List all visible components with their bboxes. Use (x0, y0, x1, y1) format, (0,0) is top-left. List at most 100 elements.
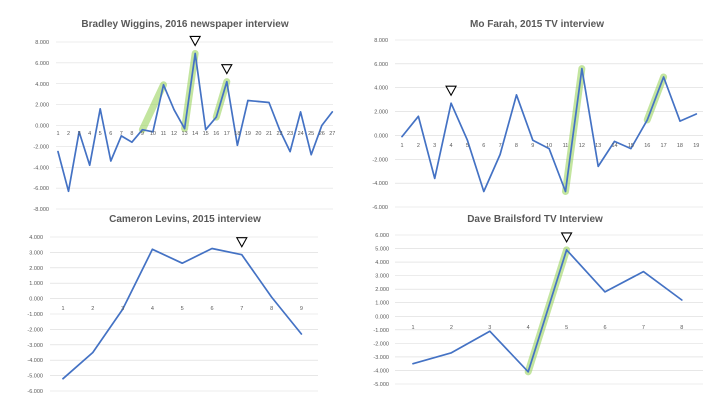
x-tick-label: 5 (181, 306, 184, 312)
data-point (194, 52, 196, 55)
data-point (321, 124, 323, 127)
x-tick-label: 26 (319, 131, 325, 137)
chart-title: Dave Brailsford TV Interview (467, 214, 603, 225)
x-tick-label: 8 (515, 143, 518, 149)
data-point (257, 100, 260, 103)
y-tick-label: -1.000 (27, 312, 43, 318)
data-point (141, 129, 143, 131)
x-tick-label: 15 (628, 143, 634, 149)
x-tick-label: 10 (150, 131, 156, 137)
x-tick-label: 2 (67, 131, 70, 137)
x-tick-label: 1 (61, 306, 64, 312)
x-tick-label: 7 (499, 143, 502, 149)
data-point (268, 101, 270, 104)
x-tick-label: 6 (603, 325, 606, 331)
peak-marker-icon (235, 237, 248, 248)
y-tick-label: 2.000 (374, 110, 388, 116)
x-tick-label: 9 (531, 143, 534, 149)
y-tick-label: 2.000 (29, 266, 43, 272)
data-point (489, 330, 491, 332)
y-tick-label: -2.000 (373, 341, 389, 347)
y-tick-label: -6.000 (27, 389, 43, 395)
data-point (646, 119, 648, 121)
data-point (241, 254, 243, 256)
x-tick-label: 19 (693, 143, 699, 149)
peak-marker-icon (445, 85, 457, 97)
x-tick-label: 15 (203, 131, 209, 137)
x-tick-label: 17 (224, 131, 230, 137)
x-tick-label: 11 (161, 131, 167, 137)
x-tick-label: 1 (56, 131, 59, 137)
x-tick-label: 13 (182, 131, 188, 137)
y-tick-label: -8.000 (33, 207, 49, 213)
data-point (564, 190, 567, 193)
y-tick-label: 6.000 (35, 61, 49, 67)
data-point (417, 115, 419, 117)
x-tick-label: 18 (234, 131, 240, 137)
data-point (131, 141, 133, 143)
x-tick-label: 7 (120, 131, 123, 137)
x-tick-label: 4 (450, 143, 453, 149)
y-tick-label: 0.000 (374, 133, 388, 139)
y-tick-label: 4.000 (29, 235, 43, 241)
x-tick-label: 12 (171, 131, 177, 137)
peak-marker-icon (189, 35, 202, 47)
x-tick-label: 4 (151, 306, 154, 312)
data-point (271, 296, 273, 298)
x-tick-label: 5 (466, 143, 469, 149)
data-point (532, 139, 534, 141)
data-point (450, 102, 452, 104)
y-tick-label: 8.000 (35, 40, 49, 46)
data-point (412, 363, 414, 365)
data-point (483, 190, 485, 193)
x-tick-label: 6 (210, 306, 213, 312)
y-tick-label: -5.000 (27, 374, 43, 380)
x-tick-label: 5 (565, 325, 568, 331)
data-point (581, 68, 583, 70)
data-point (515, 94, 518, 96)
data-point (278, 129, 281, 131)
data-point (300, 111, 302, 113)
y-tick-label: -6.000 (33, 186, 49, 192)
x-tick-label: 9 (300, 306, 303, 312)
x-tick-label: 19 (245, 131, 251, 137)
x-tick-label: 20 (255, 131, 261, 137)
y-tick-label: -2.000 (33, 144, 49, 150)
x-tick-label: 4 (527, 325, 530, 331)
x-tick-label: 14 (611, 143, 617, 149)
data-point (499, 153, 501, 156)
y-tick-label: -5.000 (373, 382, 389, 388)
x-tick-label: 1 (400, 143, 403, 149)
x-tick-label: 24 (298, 131, 304, 137)
data-point (247, 99, 249, 102)
data-point (566, 249, 568, 251)
data-point (527, 371, 529, 373)
y-tick-label: -4.000 (27, 358, 43, 364)
highlight-segment (138, 81, 167, 134)
data-point (331, 111, 333, 113)
y-tick-label: 0.000 (35, 124, 49, 130)
x-tick-label: 8 (130, 131, 133, 137)
x-tick-label: 25 (308, 131, 314, 137)
y-tick-label: -1.000 (373, 328, 389, 334)
data-point (679, 120, 681, 122)
y-tick-label: -3.000 (27, 343, 43, 349)
x-tick-label: 2 (450, 325, 453, 331)
data-point (695, 113, 697, 115)
y-tick-label: 2.000 (35, 103, 49, 109)
y-tick-label: -3.000 (373, 355, 389, 361)
data-point (184, 128, 186, 130)
data-point (92, 351, 94, 354)
x-tick-label: 22 (276, 131, 282, 137)
x-tick-label: 5 (99, 131, 102, 137)
y-tick-label: -4.000 (372, 181, 388, 187)
y-tick-label: 2.000 (375, 287, 389, 293)
data-point (236, 144, 238, 146)
x-tick-label: 16 (213, 131, 219, 137)
data-point (122, 308, 124, 310)
y-tick-label: 3.000 (375, 274, 389, 280)
x-tick-label: 9 (141, 131, 144, 137)
x-tick-label: 11 (563, 143, 569, 149)
y-tick-label: -4.000 (373, 368, 389, 374)
data-point (62, 378, 64, 380)
